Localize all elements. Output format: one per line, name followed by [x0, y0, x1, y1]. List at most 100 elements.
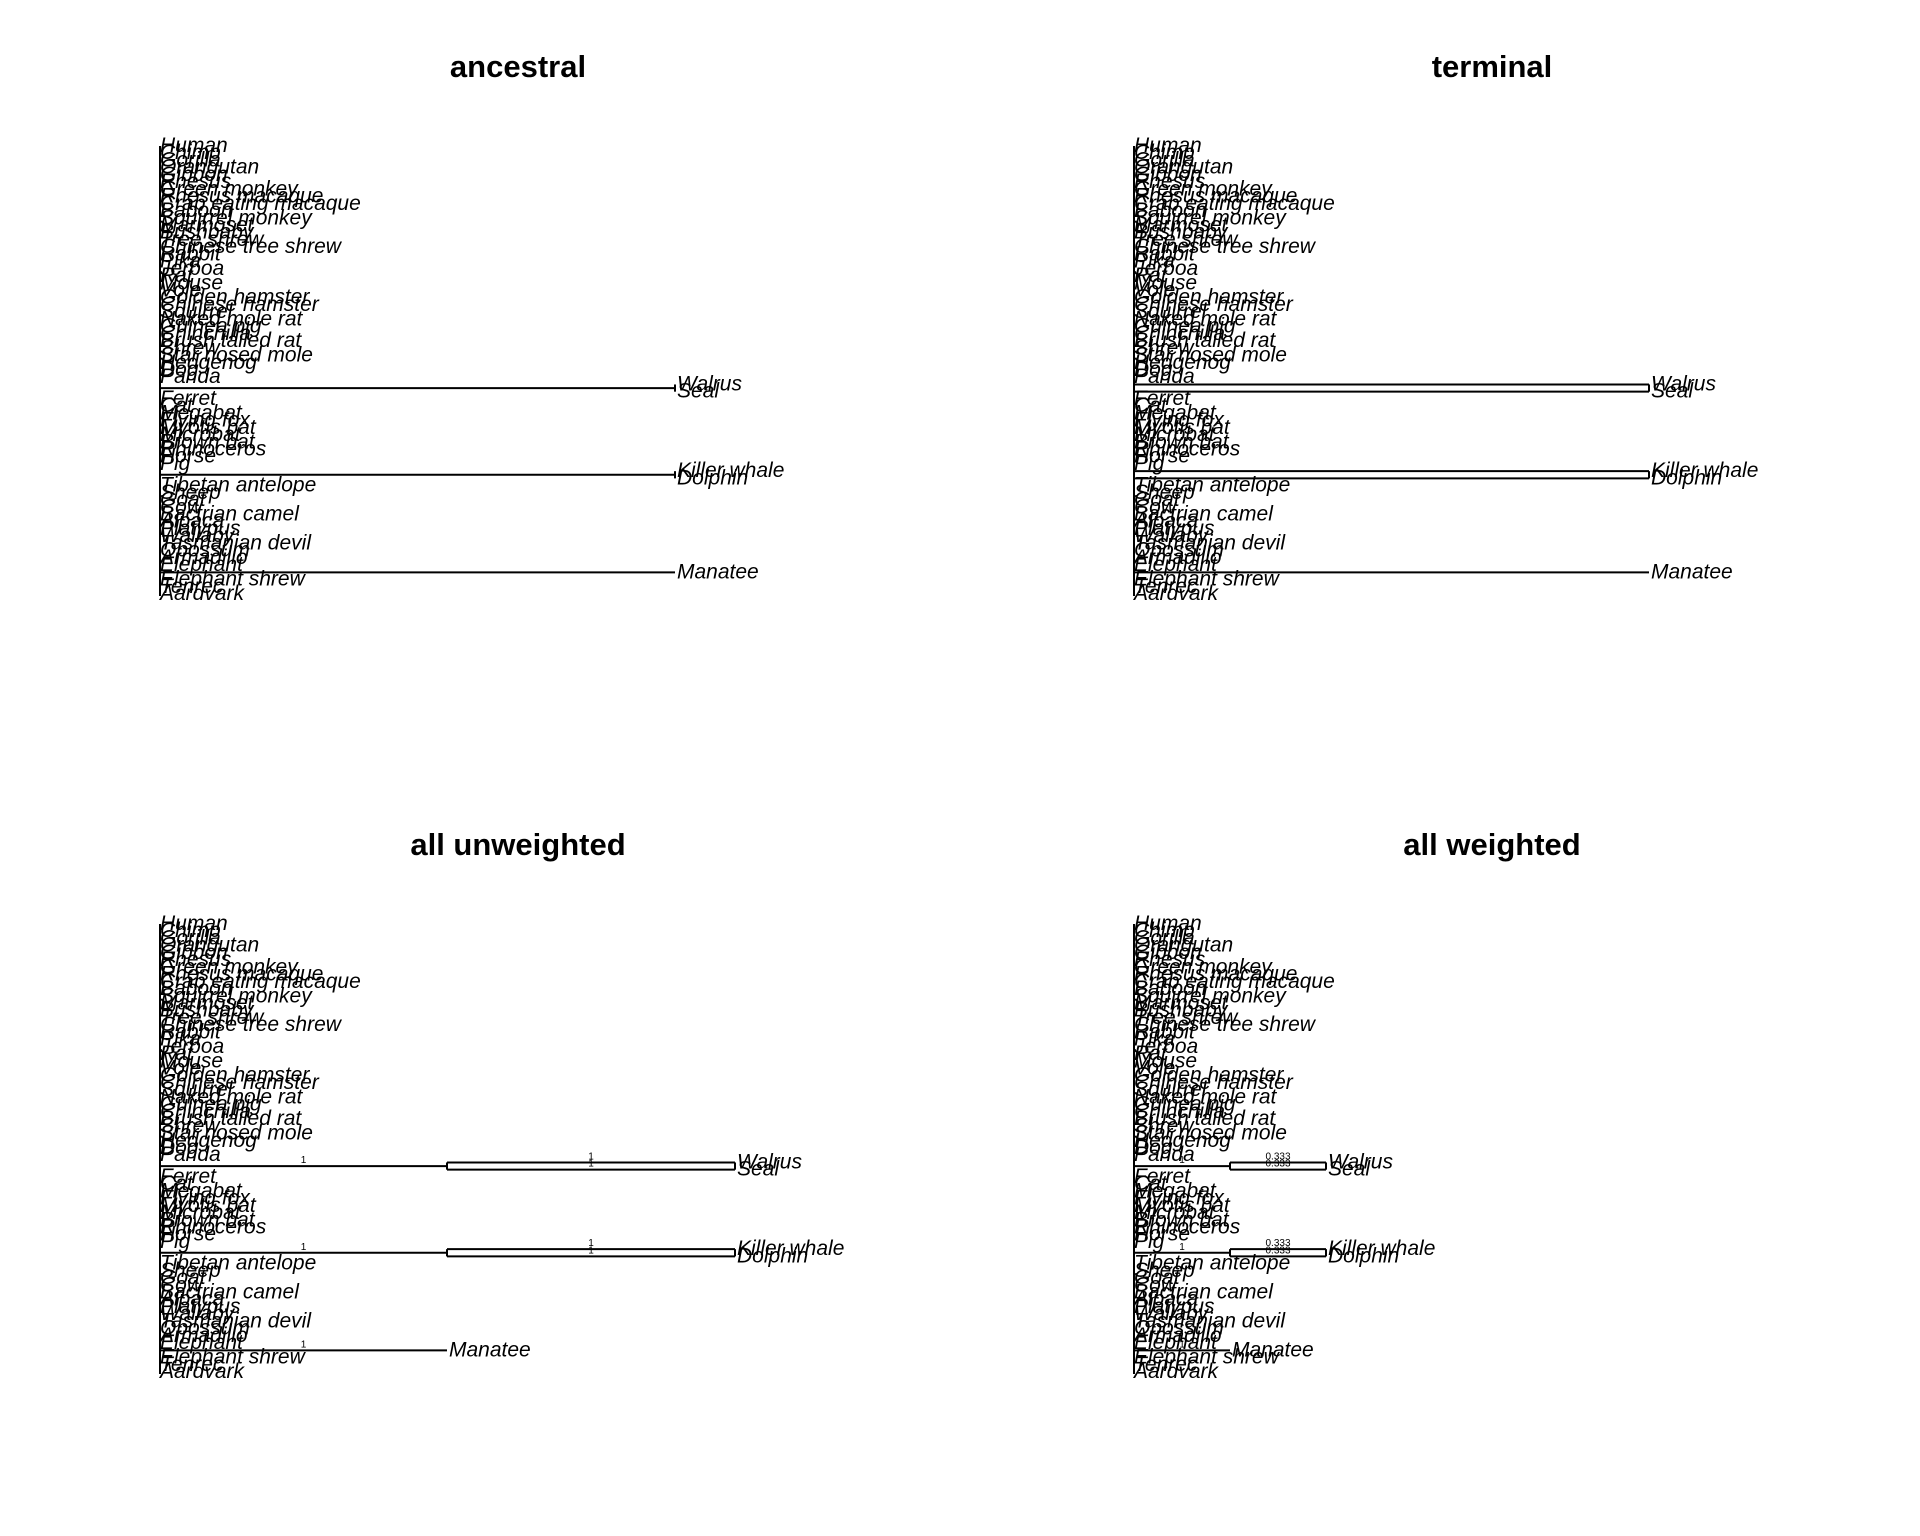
tip-label-cat: Cat — [160, 394, 194, 417]
tip-label-green-monkey: Green monkey — [160, 955, 299, 978]
tip-label-brown-bat: Brown bat — [160, 430, 256, 453]
tip-label-aardvark: Aardvark — [1132, 1360, 1220, 1383]
tip-label-crab-eating-macaque: Crab eating macaque — [160, 970, 361, 993]
tip-label-gibbon: Gibbon — [1134, 163, 1202, 186]
branch-label: 1 — [1179, 1155, 1185, 1166]
tip-label-shrew: Shrew — [160, 1114, 221, 1137]
tip-label-killer-whale: Killer whale — [677, 459, 784, 482]
tip-label-walrus: Walrus — [1328, 1150, 1393, 1173]
tip-label-goat: Goat — [160, 1266, 207, 1289]
tip-label-rhinoceros: Rhinoceros — [160, 437, 267, 460]
tip-label-brown-bat: Brown bat — [1134, 430, 1230, 453]
tip-label-platypus: Platypus — [160, 1295, 241, 1318]
branch-label: 1 — [1179, 1339, 1185, 1350]
tip-label-orangutan: Orangutan — [1134, 156, 1233, 179]
tip-label-alpaca: Alpaca — [158, 510, 224, 533]
tip-label-vole: Vole — [160, 1057, 201, 1080]
tip-label-megabat: Megabat — [1134, 401, 1217, 424]
tip-label-guinea-pig: Guinea pig — [160, 315, 262, 338]
tip-label-rabbit: Rabbit — [160, 242, 222, 265]
tip-label-horse: Horse — [1134, 1223, 1190, 1246]
tip-label-rhesus: Rhesus — [160, 170, 232, 193]
tip-label-green-monkey: Green monkey — [1134, 177, 1273, 200]
tip-label-alpaca: Alpaca — [1132, 1288, 1198, 1311]
tip-label-guinea-pig: Guinea pig — [1134, 1093, 1236, 1116]
tip-label-naked-mole-rat: Naked mole rat — [160, 1085, 304, 1108]
tip-label-chinese-tree-shrew: Chinese tree shrew — [1134, 1013, 1317, 1036]
tip-label-rhesus-macaque: Rhesus macaque — [160, 963, 323, 986]
tip-label-megabat: Megabat — [160, 1179, 243, 1202]
tip-label-seal: Seal — [1328, 1158, 1371, 1181]
tip-label-hedgehog: Hedgehog — [160, 1129, 257, 1152]
tip-label-tasmanian-devil: Tasmanian devil — [1134, 1309, 1286, 1332]
tip-label-megabat: Megabat — [160, 401, 243, 424]
tip-label-microbat: Microbat — [1134, 1201, 1216, 1224]
branch-label: 0.333 — [1265, 1245, 1290, 1256]
tip-label-chinchilla: Chinchilla — [1134, 1100, 1225, 1123]
tip-label-elephant-shrew: Elephant shrew — [160, 568, 307, 591]
tip-label-tenrec: Tenrec — [160, 1353, 224, 1376]
tip-label-tree-shrew: Tree shrew — [1134, 1006, 1239, 1029]
tip-label-tree-shrew: Tree shrew — [1134, 228, 1239, 251]
tip-label-armadillo: Armadillo — [158, 1324, 248, 1347]
tip-label-dolphin: Dolphin — [677, 466, 748, 489]
tip-label-rhesus-macaque: Rhesus macaque — [160, 185, 323, 208]
tip-label-human: Human — [160, 912, 228, 935]
tip-label-ferret: Ferret — [160, 387, 217, 410]
branch-label: 0.333 — [1265, 1151, 1290, 1162]
tip-label-mouse: Mouse — [160, 271, 223, 294]
tip-label-walrus: Walrus — [1651, 372, 1716, 395]
tip-label-myotis-bat: Myotis bat — [160, 1194, 257, 1217]
tip-label-panda: Panda — [160, 365, 221, 388]
tip-label-rhesus-macaque: Rhesus macaque — [1134, 185, 1297, 208]
tip-label-guinea-pig: Guinea pig — [1134, 315, 1236, 338]
tip-label-horse: Horse — [1134, 445, 1190, 468]
tip-label-gorilla: Gorilla — [160, 148, 221, 171]
tip-label-tree-shrew: Tree shrew — [160, 228, 265, 251]
tip-label-hedgehog: Hedgehog — [1134, 1129, 1231, 1152]
tip-label-gibbon: Gibbon — [1134, 941, 1202, 964]
tip-label-rabbit: Rabbit — [160, 1020, 222, 1043]
tip-label-squirrel-monkey: Squirrel monkey — [1134, 206, 1287, 229]
tip-label-killer-whale: Killer whale — [737, 1237, 844, 1260]
tip-label-squirrel-monkey: Squirrel monkey — [1134, 984, 1287, 1007]
tip-label-pig: Pig — [1134, 452, 1165, 475]
tip-label-tasmanian-devil: Tasmanian devil — [160, 531, 312, 554]
tip-label-naked-mole-rat: Naked mole rat — [1134, 1085, 1278, 1108]
tip-label-aardvark: Aardvark — [158, 1360, 246, 1383]
tip-label-tenrec: Tenrec — [1134, 1353, 1198, 1376]
tip-label-star-nosed-mole: Star nosed mole — [1134, 1122, 1287, 1145]
tip-label-shrew: Shrew — [160, 336, 221, 359]
tip-label-platypus: Platypus — [160, 517, 241, 540]
tip-label-tibetan-antelope: Tibetan antelope — [160, 1252, 316, 1275]
tip-label-marmoset: Marmoset — [1134, 213, 1229, 236]
tip-label-ferret: Ferret — [1134, 387, 1191, 410]
tip-label-sheep: Sheep — [160, 1259, 221, 1282]
tip-label-pika: Pika — [1134, 250, 1175, 273]
tip-label-marmoset: Marmoset — [1134, 991, 1229, 1014]
tip-label-dog: Dog — [160, 358, 199, 381]
tip-label-dolphin: Dolphin — [1328, 1244, 1399, 1267]
tip-label-hedgehog: Hedgehog — [160, 351, 257, 374]
tip-label-naked-mole-rat: Naked mole rat — [160, 307, 304, 330]
tip-label-seal: Seal — [677, 380, 720, 403]
tip-label-seal: Seal — [1651, 380, 1694, 403]
tip-label-brush-tailed-rat: Brush tailed rat — [160, 1107, 302, 1130]
tip-label-microbat: Microbat — [160, 423, 242, 446]
tip-label-bushbaby: Bushbaby — [160, 999, 255, 1022]
tip-label-baboon: Baboon — [1134, 199, 1206, 222]
tip-label-chinese-hamster: Chinese hamster — [1134, 1071, 1294, 1094]
tip-label-chinese-hamster: Chinese hamster — [160, 293, 320, 316]
tip-label-orangutan: Orangutan — [160, 156, 259, 179]
tip-label-chimp: Chimp — [1134, 141, 1195, 164]
panel-title: all weighted — [1403, 827, 1580, 862]
tip-label-bactrian-camel: Bactrian camel — [160, 503, 300, 526]
tip-label-cow: Cow — [1134, 495, 1178, 518]
tip-label-brush-tailed-rat: Brush tailed rat — [1134, 329, 1276, 352]
tip-label-manatee: Manatee — [1232, 1338, 1314, 1361]
tip-label-sheep: Sheep — [1134, 481, 1195, 504]
tip-label-elephant: Elephant — [1134, 1331, 1218, 1354]
tip-label-flying-fox: Flying fox — [1134, 1187, 1225, 1210]
tip-label-chinchilla: Chinchilla — [160, 322, 251, 345]
